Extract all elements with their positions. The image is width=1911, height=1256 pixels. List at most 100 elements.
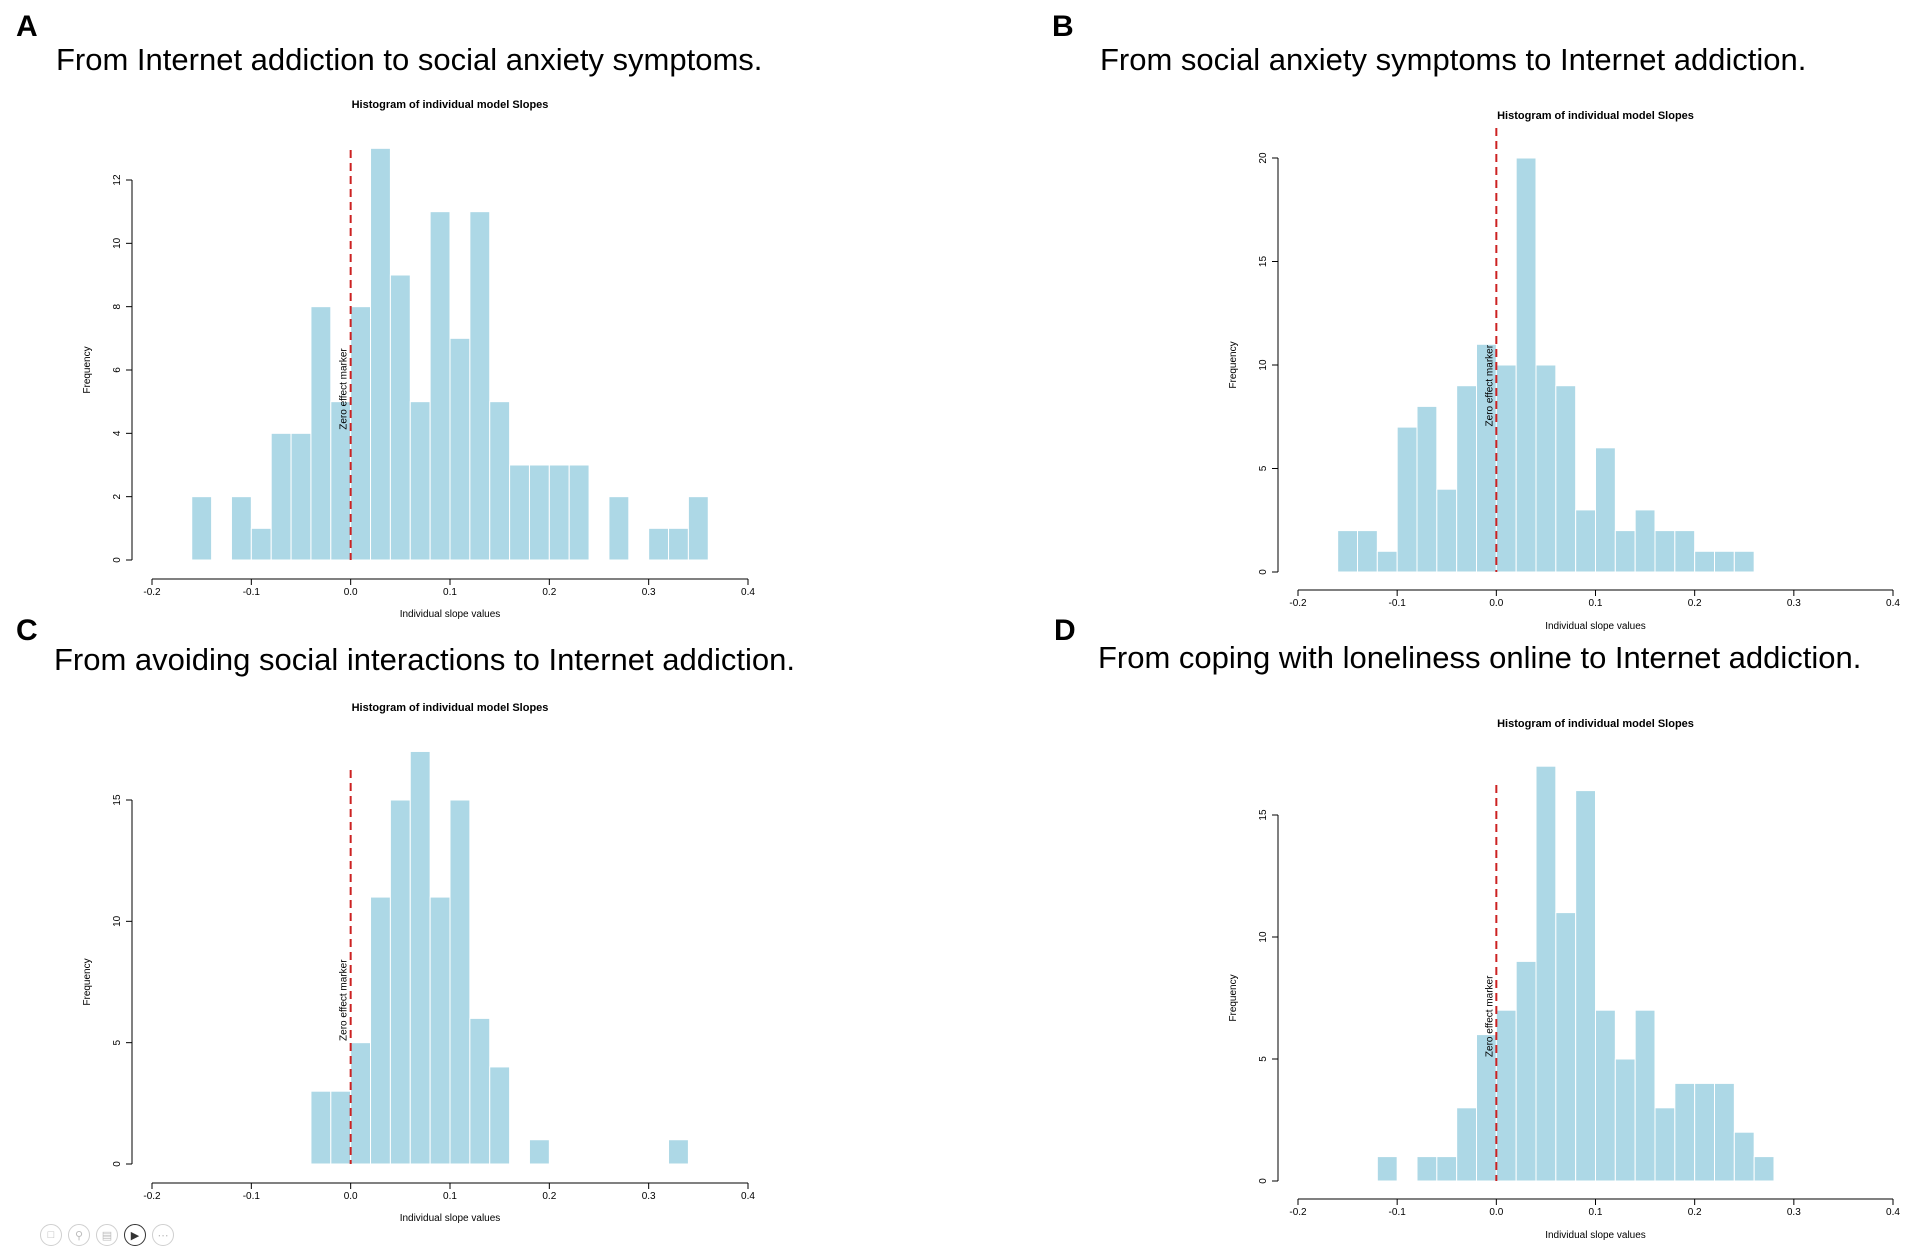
hist-bar-b — [1376, 550, 1398, 573]
x-axis-label-d: Individual slope values — [1545, 1230, 1646, 1241]
panel-letter-b: B — [1052, 10, 1074, 43]
hist-bar-d — [1674, 1082, 1696, 1182]
hist-bar-a — [548, 464, 570, 561]
zero-effect-label-c: Zero effect marker — [339, 959, 350, 1041]
y-tick-label-a: 12 — [112, 174, 123, 186]
x-tick-label-d: 0.2 — [1688, 1207, 1702, 1218]
hist-title-a: Histogram of individual model Slopes — [352, 99, 549, 111]
hist-bar-d — [1456, 1107, 1477, 1182]
x-tick-label-a: 0.0 — [344, 587, 358, 598]
y-tick-label-b: 15 — [1258, 256, 1269, 268]
y-tick-label-a: 8 — [112, 303, 123, 309]
hist-bar-c — [668, 1139, 689, 1165]
hist-bar-d — [1515, 960, 1537, 1182]
y-tick-label-a: 2 — [112, 493, 123, 499]
x-tick-label-d: 0.3 — [1787, 1207, 1801, 1218]
hist-bar-a — [290, 432, 312, 561]
hist-bar-b — [1714, 550, 1735, 573]
hist-bar-a — [687, 496, 709, 561]
hist-bar-a — [310, 306, 332, 561]
x-tick-label-b: 0.4 — [1886, 598, 1900, 609]
x-tick-label-d: -0.2 — [1289, 1207, 1307, 1218]
panel-title-c: From avoiding social interactions to Int… — [54, 642, 795, 677]
x-axis-label-a: Individual slope values — [400, 609, 501, 620]
hist-bar-d — [1753, 1156, 1775, 1182]
hist-bar-b — [1555, 385, 1577, 573]
video-icon[interactable]: ▶ — [124, 1224, 146, 1246]
x-axis-label-c: Individual slope values — [400, 1213, 501, 1224]
panel-letter-a: A — [16, 10, 38, 43]
hist-bar-b — [1733, 550, 1755, 573]
viewer-toolbar: □ ⚲ ▤ ▶ ⋯ — [40, 1224, 174, 1246]
hist-bar-d — [1535, 765, 1557, 1182]
x-tick-label-c: 0.0 — [344, 1191, 358, 1202]
zero-effect-label-a: Zero effect marker — [339, 348, 350, 430]
hist-bar-c — [409, 750, 431, 1165]
y-tick-label-c: 0 — [112, 1161, 123, 1167]
x-tick-label-c: -0.2 — [143, 1191, 161, 1202]
hist-bar-a — [648, 527, 670, 561]
hist-bar-b — [1674, 530, 1696, 573]
hist-bar-b — [1694, 550, 1715, 573]
y-tick-label-d: 10 — [1258, 931, 1269, 943]
fit-icon[interactable]: ▤ — [96, 1224, 118, 1246]
hist-bar-c — [489, 1066, 511, 1165]
hist-bar-a — [668, 527, 689, 561]
hist-bar-b — [1495, 364, 1517, 573]
hist-bar-d — [1595, 1009, 1616, 1182]
panel-title-a: From Internet addiction to social anxiet… — [56, 42, 763, 77]
hist-bar-a — [469, 211, 491, 561]
zero-effect-label-d: Zero effect marker — [1484, 975, 1495, 1057]
y-tick-label-c: 15 — [112, 794, 123, 806]
hist-bar-b — [1456, 385, 1477, 573]
save-icon[interactable]: □ — [40, 1224, 62, 1246]
x-tick-label-a: 0.4 — [741, 587, 755, 598]
hist-bar-c — [310, 1090, 332, 1165]
hist-bar-d — [1614, 1058, 1636, 1182]
y-tick-label-a: 6 — [112, 367, 123, 373]
y-axis-label-c: Frequency — [82, 958, 93, 1005]
x-tick-label-d: 0.4 — [1886, 1207, 1900, 1218]
x-tick-label-b: -0.1 — [1389, 598, 1407, 609]
x-tick-label-a: -0.1 — [243, 587, 261, 598]
hist-bar-a — [449, 337, 471, 561]
y-tick-label-a: 4 — [112, 430, 123, 436]
hist-bar-a — [429, 211, 451, 561]
x-tick-label-b: 0.0 — [1489, 598, 1503, 609]
hist-bar-d — [1634, 1009, 1656, 1182]
y-tick-label-b: 10 — [1258, 359, 1269, 371]
zoom-icon[interactable]: ⚲ — [68, 1224, 90, 1246]
y-axis-label-b: Frequency — [1228, 341, 1239, 388]
hist-bar-c — [330, 1090, 352, 1165]
y-tick-label-c: 10 — [112, 915, 123, 927]
y-tick-label-c: 5 — [112, 1039, 123, 1045]
hist-bar-c — [370, 896, 391, 1165]
hist-bar-c — [350, 1042, 372, 1165]
hist-bar-b — [1654, 530, 1676, 573]
hist-bar-a — [568, 464, 590, 561]
hist-bar-c — [449, 799, 471, 1165]
hist-bar-a — [230, 496, 252, 561]
hist-bar-b — [1357, 530, 1378, 573]
hist-bar-c — [469, 1017, 491, 1165]
hist-bar-c — [389, 799, 411, 1165]
y-axis-label-a: Frequency — [82, 346, 93, 393]
panel-letter-d: D — [1054, 614, 1076, 647]
zero-effect-label-b: Zero effect marker — [1484, 344, 1495, 426]
x-tick-label-a: -0.2 — [143, 587, 161, 598]
hist-bar-d — [1714, 1082, 1735, 1182]
x-tick-label-b: 0.1 — [1589, 598, 1603, 609]
hist-bar-d — [1654, 1107, 1676, 1182]
hist-bar-a — [270, 432, 292, 561]
x-tick-label-c: 0.3 — [642, 1191, 656, 1202]
y-tick-label-a: 0 — [112, 557, 123, 563]
more-icon[interactable]: ⋯ — [152, 1224, 174, 1246]
hist-bar-a — [608, 496, 630, 561]
hist-title-c: Histogram of individual model Slopes — [352, 702, 549, 714]
hist-bar-d — [1575, 790, 1596, 1182]
hist-bar-d — [1694, 1082, 1715, 1182]
hist-bar-d — [1495, 1009, 1517, 1182]
hist-bar-a — [370, 147, 391, 561]
hist-bar-d — [1733, 1131, 1755, 1182]
hist-bar-a — [350, 306, 372, 561]
